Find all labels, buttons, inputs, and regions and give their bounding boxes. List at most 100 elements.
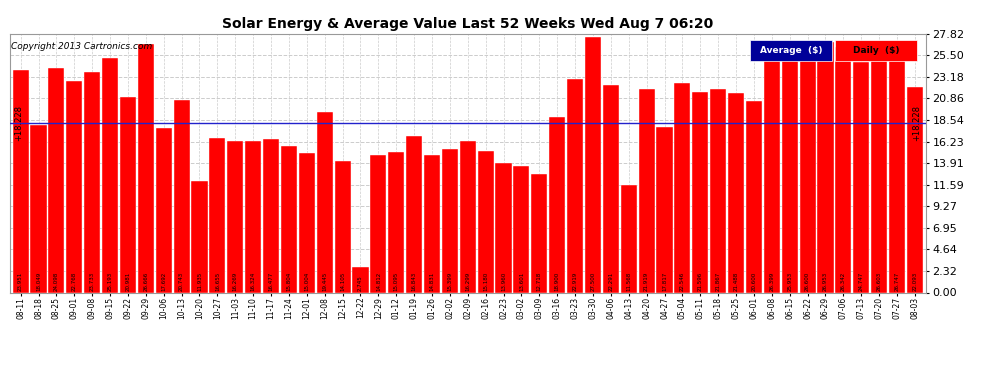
Text: 26.953: 26.953 (823, 272, 828, 291)
Bar (763, 47, 780, 292)
Text: 26.399: 26.399 (769, 272, 774, 291)
Text: 18.900: 18.900 (554, 272, 559, 291)
Text: 27.500: 27.500 (590, 272, 595, 291)
Text: 14.831: 14.831 (430, 272, 435, 291)
Text: Average  ($): Average ($) (759, 46, 823, 55)
Bar (818, 42, 834, 292)
Text: 23.733: 23.733 (90, 272, 95, 291)
Bar (889, 44, 905, 292)
Text: 20.600: 20.600 (751, 272, 756, 291)
Text: Daily  ($): Daily ($) (853, 46, 900, 55)
Bar (155, 128, 172, 292)
Text: 23.951: 23.951 (18, 272, 23, 291)
Bar (263, 139, 279, 292)
Text: 21.919: 21.919 (644, 272, 649, 291)
Text: 21.596: 21.596 (698, 272, 703, 291)
Text: Copyright 2013 Cartronics.com: Copyright 2013 Cartronics.com (11, 42, 152, 51)
Text: 26.747: 26.747 (895, 272, 900, 291)
Bar (639, 88, 654, 292)
Bar (49, 68, 64, 292)
Bar (782, 51, 798, 292)
Bar (102, 58, 118, 292)
Text: +18.228: +18.228 (15, 105, 24, 141)
Text: 26.342: 26.342 (841, 272, 845, 291)
Text: 19.445: 19.445 (322, 272, 327, 291)
Bar (514, 166, 530, 292)
Bar (352, 267, 368, 292)
Text: 22.919: 22.919 (572, 272, 577, 291)
Text: 22.546: 22.546 (680, 272, 685, 291)
Text: 15.095: 15.095 (394, 272, 399, 291)
Bar (603, 85, 619, 292)
Bar (191, 182, 208, 292)
Bar (459, 141, 476, 292)
Bar (585, 37, 601, 292)
Text: 16.843: 16.843 (412, 272, 417, 291)
Text: 14.812: 14.812 (376, 272, 381, 291)
Bar (84, 72, 100, 292)
Bar (173, 100, 190, 292)
Text: 20.743: 20.743 (179, 272, 184, 291)
Text: 15.180: 15.180 (483, 272, 488, 291)
Bar (228, 141, 244, 292)
Bar (907, 87, 923, 292)
Bar (246, 141, 261, 292)
Text: 15.804: 15.804 (286, 272, 291, 291)
Text: 2.745: 2.745 (358, 275, 363, 291)
Bar (335, 161, 350, 292)
Bar (836, 48, 851, 292)
Bar (477, 152, 494, 292)
Bar (728, 93, 744, 292)
Bar (317, 112, 333, 292)
Text: 22.291: 22.291 (609, 272, 614, 291)
Bar (281, 146, 297, 292)
Text: 26.666: 26.666 (144, 272, 148, 291)
Bar (442, 149, 458, 292)
Text: 16.299: 16.299 (465, 272, 470, 291)
Bar (66, 81, 82, 292)
Text: 13.960: 13.960 (501, 272, 506, 291)
Text: 18.049: 18.049 (36, 272, 41, 291)
Text: 16.324: 16.324 (250, 272, 255, 291)
Bar (120, 98, 136, 292)
Text: 22.093: 22.093 (913, 272, 918, 291)
Text: 14.105: 14.105 (341, 272, 346, 291)
Text: 21.867: 21.867 (716, 272, 721, 291)
Bar (621, 185, 637, 292)
Bar (13, 70, 29, 292)
Bar (800, 45, 816, 292)
FancyBboxPatch shape (749, 40, 833, 61)
Text: 26.600: 26.600 (805, 272, 810, 291)
Bar (406, 136, 422, 292)
Text: 11.568: 11.568 (627, 272, 632, 291)
Text: 15.399: 15.399 (447, 272, 452, 291)
Bar (424, 154, 440, 292)
Bar (496, 163, 512, 292)
Bar (31, 124, 47, 292)
Text: 24.747: 24.747 (858, 272, 863, 291)
Bar (871, 45, 887, 292)
Bar (745, 101, 762, 292)
Text: 15.004: 15.004 (304, 272, 309, 291)
Bar (692, 92, 708, 292)
Bar (549, 117, 565, 292)
Text: 20.981: 20.981 (126, 272, 131, 291)
Text: +18.228: +18.228 (912, 105, 921, 141)
Text: 24.098: 24.098 (53, 272, 58, 291)
Bar (710, 89, 727, 292)
Bar (674, 83, 690, 292)
Text: 16.269: 16.269 (233, 272, 238, 291)
FancyBboxPatch shape (835, 40, 918, 61)
Text: 25.193: 25.193 (108, 272, 113, 291)
Bar (532, 174, 547, 292)
Text: 21.488: 21.488 (734, 272, 739, 291)
Bar (209, 138, 226, 292)
Title: Solar Energy & Average Value Last 52 Weeks Wed Aug 7 06:20: Solar Energy & Average Value Last 52 Wee… (222, 17, 714, 31)
Text: 22.768: 22.768 (72, 272, 77, 291)
Text: 16.477: 16.477 (268, 272, 273, 291)
Text: 13.601: 13.601 (519, 272, 524, 291)
Text: 11.935: 11.935 (197, 272, 202, 291)
Text: 26.603: 26.603 (877, 272, 882, 291)
Bar (853, 62, 869, 292)
Bar (138, 45, 153, 292)
